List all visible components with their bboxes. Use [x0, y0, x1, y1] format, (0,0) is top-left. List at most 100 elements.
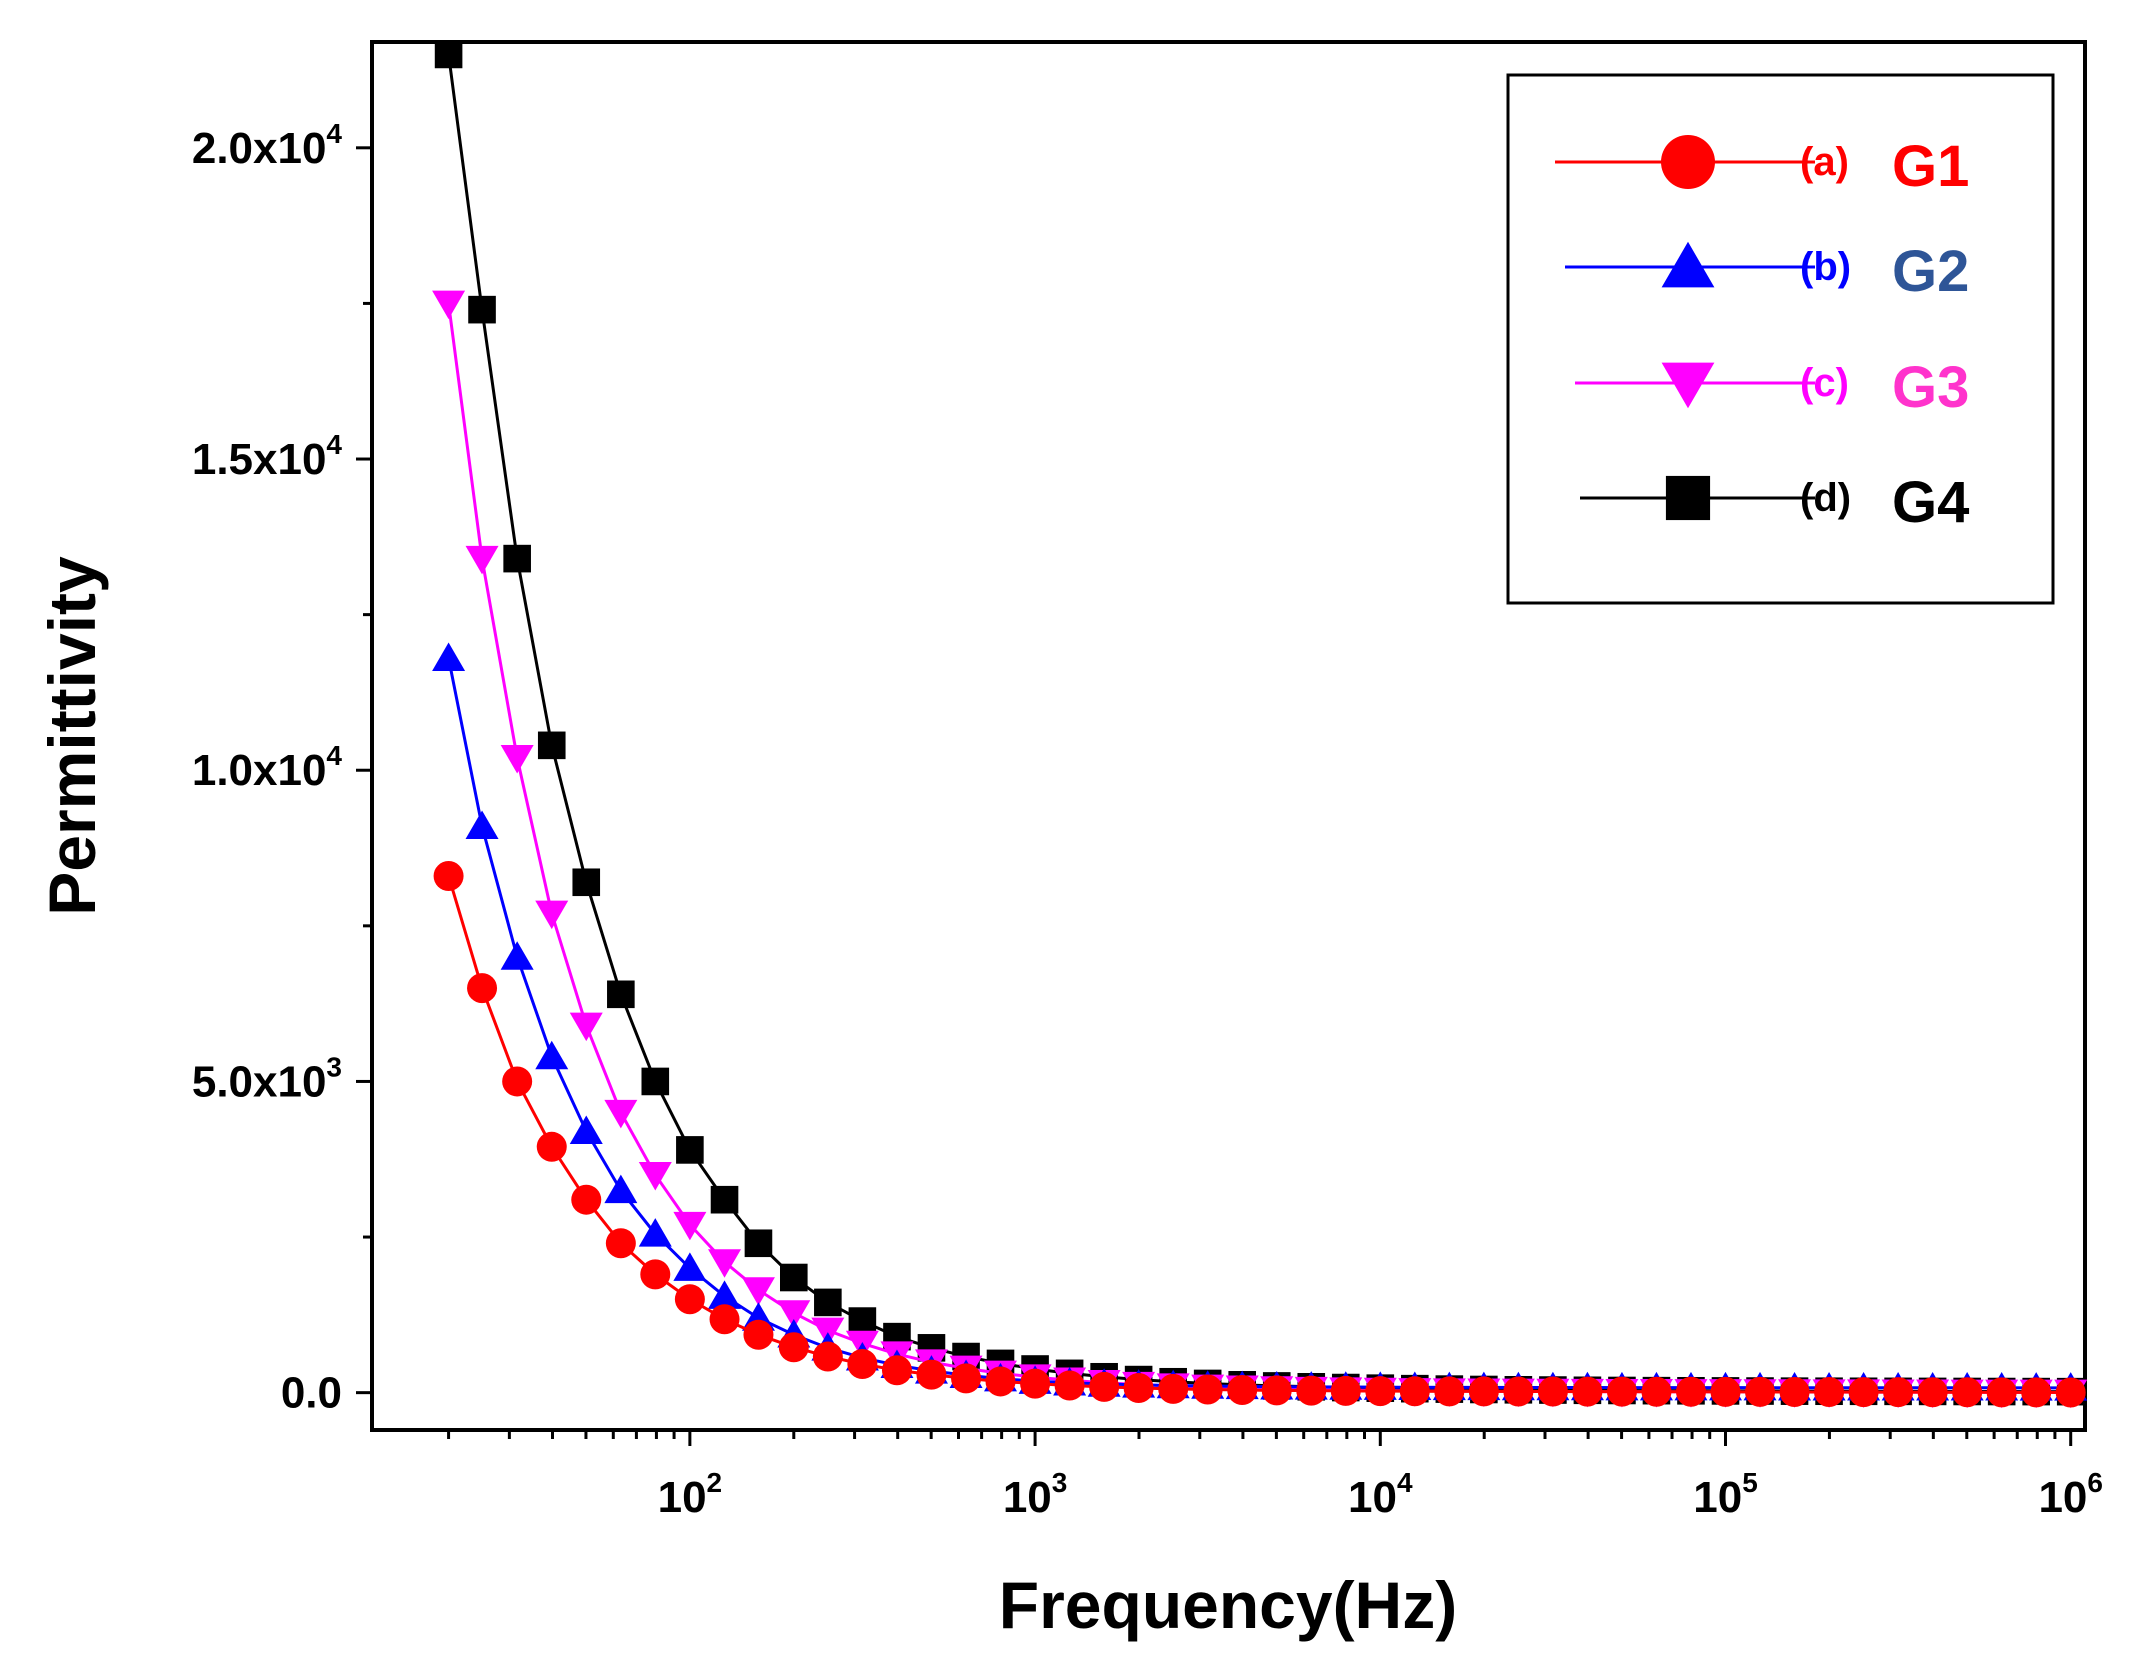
data-point-g3 — [569, 1012, 603, 1042]
legend-box — [1506, 73, 2055, 605]
data-point-g1 — [502, 1066, 533, 1097]
data-point-g1 — [1572, 1376, 1603, 1407]
y-tick-label: 1.5x104 — [192, 429, 343, 484]
y-tick-base: 5.0x10 — [192, 1057, 327, 1106]
data-point-g1 — [571, 1184, 602, 1215]
data-point-g2 — [604, 1174, 638, 1204]
data-point-g2 — [569, 1115, 603, 1144]
data-point-g1 — [433, 861, 464, 892]
x-tick-base: 10 — [2038, 1473, 2087, 1522]
data-point-g4 — [607, 980, 635, 1009]
data-point-g1 — [1745, 1376, 1776, 1407]
legend-letter: (c) — [1800, 361, 1849, 405]
data-point-g1 — [1537, 1376, 1568, 1407]
legend-marker-triangle-up — [1661, 241, 1715, 288]
legend-item-g4: (d) G4 — [1580, 470, 1969, 535]
data-point-g4 — [434, 40, 463, 69]
data-point-g4 — [779, 1263, 808, 1292]
legend-letter: (a) — [1800, 140, 1849, 184]
legend-series-name: G2 — [1892, 239, 1969, 304]
data-point-g1 — [1710, 1376, 1741, 1407]
legend: (a) G1 (b) G2 (c) G3 (d) G4 — [1506, 73, 2055, 605]
legend-series-name: G4 — [1892, 470, 1969, 535]
data-point-g1 — [1917, 1377, 1948, 1408]
x-tick-label: 106 — [2038, 1467, 2103, 1522]
data-point-g4 — [641, 1067, 670, 1096]
data-point-g1 — [778, 1332, 809, 1363]
data-point-g1 — [1123, 1372, 1154, 1403]
data-point-g3 — [535, 900, 569, 930]
legend-item-g1: (a) G1 — [1555, 134, 1969, 199]
x-tick-base: 10 — [1693, 1473, 1742, 1522]
legend-marker-circle — [1661, 135, 1715, 189]
data-point-g4 — [572, 868, 601, 897]
data-point-g1 — [1054, 1370, 1085, 1401]
y-tick-base: 2.0x10 — [192, 124, 327, 173]
y-tick-base: 1.0x10 — [192, 746, 327, 795]
legend-item-g2: (b) G2 — [1565, 239, 1969, 304]
data-point-g1 — [1883, 1377, 1914, 1408]
x-tick-exponent: 3 — [1052, 1467, 1068, 1498]
data-point-g1 — [743, 1319, 774, 1350]
data-point-g1 — [536, 1131, 567, 1162]
data-point-g1 — [1434, 1376, 1465, 1407]
legend-item-g3: (c) G3 — [1575, 355, 1969, 420]
series-g1 — [433, 861, 2086, 1408]
data-point-g2 — [432, 642, 466, 671]
data-point-g1 — [1986, 1377, 2017, 1408]
x-tick-exponent: 5 — [1742, 1467, 1758, 1498]
x-tick-exponent: 2 — [707, 1467, 723, 1498]
data-point-g1 — [640, 1259, 671, 1290]
data-point-g1 — [1952, 1377, 1983, 1408]
y-tick-label: 1.0x104 — [192, 740, 343, 795]
data-point-g1 — [985, 1366, 1016, 1397]
data-point-g1 — [1192, 1374, 1223, 1405]
data-point-g3 — [500, 745, 534, 774]
y-tick-exponent: 3 — [326, 1051, 342, 1082]
data-point-g3 — [432, 290, 466, 320]
data-point-g1 — [1261, 1375, 1292, 1406]
data-point-g3 — [777, 1300, 811, 1329]
data-point-g4 — [814, 1288, 842, 1317]
data-point-g1 — [951, 1363, 982, 1394]
y-tick-exponent: 4 — [326, 740, 342, 771]
data-point-g1 — [605, 1228, 636, 1259]
x-tick-exponent: 4 — [1397, 1467, 1413, 1498]
legend-series-name: G1 — [1892, 134, 1969, 199]
plot-frame — [370, 40, 2087, 1432]
data-point-g1 — [1330, 1375, 1361, 1406]
legend-marker-square — [1665, 475, 1711, 521]
y-tick-label: 2.0x104 — [192, 118, 343, 173]
data-point-g3 — [673, 1211, 707, 1241]
data-point-g1 — [1814, 1377, 1845, 1408]
x-tick-label: 104 — [1348, 1467, 1413, 1522]
series-g2 — [432, 642, 2088, 1401]
data-point-g1 — [2055, 1377, 2086, 1408]
data-point-g3 — [465, 545, 499, 575]
data-point-g1 — [1020, 1368, 1051, 1399]
data-point-g1 — [709, 1304, 740, 1335]
y-tick-base: 1.5x10 — [192, 435, 327, 484]
data-point-g2 — [638, 1218, 672, 1247]
data-point-g1 — [1399, 1376, 1430, 1407]
legend-marker-triangle-down — [1661, 362, 1715, 409]
data-point-g1 — [1675, 1376, 1706, 1407]
y-tick-base: 0.0 — [281, 1369, 342, 1418]
y-tick-label: 0.0 — [281, 1369, 342, 1418]
x-axis-ticks: 102 103 104 105 106 — [447, 1430, 2103, 1522]
x-tick-exponent: 6 — [2087, 1467, 2103, 1498]
y-tick-exponent: 4 — [326, 429, 342, 460]
data-point-g2 — [500, 941, 534, 970]
legend-series-name: G3 — [1892, 355, 1969, 420]
data-point-g4 — [676, 1136, 704, 1164]
legend-letter: (d) — [1800, 476, 1851, 520]
data-point-g1 — [1468, 1376, 1499, 1407]
data-point-g1 — [1227, 1375, 1258, 1406]
x-tick-label: 103 — [1003, 1467, 1068, 1522]
data-point-g4 — [468, 295, 496, 324]
legend-letter: (b) — [1800, 245, 1851, 289]
data-point-g1 — [847, 1349, 878, 1380]
data-point-g3 — [741, 1277, 775, 1306]
x-tick-base: 10 — [658, 1473, 707, 1522]
